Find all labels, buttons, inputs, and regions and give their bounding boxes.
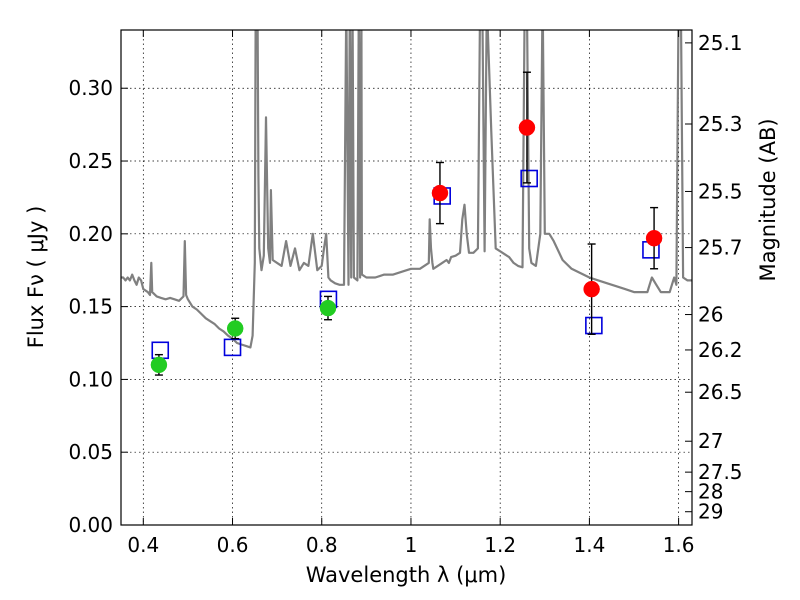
model-flux-square [223,338,242,357]
photometry-point [645,229,663,247]
y-tick-label: 0.15 [68,295,113,319]
y2-tick-label: 25.5 [698,179,743,203]
photometry-point [431,184,449,202]
y2-tick-label: 25.3 [698,112,743,136]
y2-tick-label: 26.2 [698,338,743,362]
x-tick-label: 0.4 [127,533,159,557]
x-tick-label: 1 [405,533,418,557]
photometry-point [226,320,244,337]
grid [121,30,692,525]
y2-tick-label: 25.1 [698,31,743,55]
photometry-point [518,119,536,136]
x-tick-label: 1.6 [663,533,695,557]
y-tick-label: 0.20 [68,222,113,246]
photometry-point [583,280,600,298]
data-layer [121,30,692,376]
model-spectrum-line [121,30,692,349]
x-tick-label: 0.6 [217,533,249,557]
x-tick-label: 1.4 [573,533,605,557]
photometry-point [150,356,168,374]
y2-tick-label: 29 [698,500,723,524]
y-tick-label: 0.05 [68,440,113,464]
y2-tick-label: 28 [698,480,723,504]
y-tick-label: 0.00 [68,513,113,537]
ticks: 0.4 0.6 0.8 1 1.2 1.4 1.6 0.00 0.05 0.10 0.15 0.20 0… [68,30,743,557]
model-flux-square [520,169,538,188]
y-axis-label: Flux Fν ( μJy ) [24,206,48,349]
x-axis-label: Wavelength λ (μm) [306,563,507,587]
y2-tick-label: 27 [698,429,723,453]
x-tick-label: 1.2 [484,533,516,557]
plot-background [121,30,692,525]
photometry-point [319,299,337,317]
plot-frame [120,29,693,526]
y2-axis-label: Magnitude (AB) [756,118,780,281]
y-tick-label: 0.30 [68,76,113,100]
y-tick-label: 0.25 [68,149,113,173]
y2-tick-label: 26 [698,303,723,327]
y2-tick-label: 27.5 [698,460,743,484]
y2-tick-label: 26.5 [698,380,743,404]
model-flux-square [585,316,603,335]
x-tick-label: 0.8 [306,533,338,557]
y-tick-label: 0.10 [68,367,113,391]
y2-tick-label: 25.7 [698,236,743,260]
